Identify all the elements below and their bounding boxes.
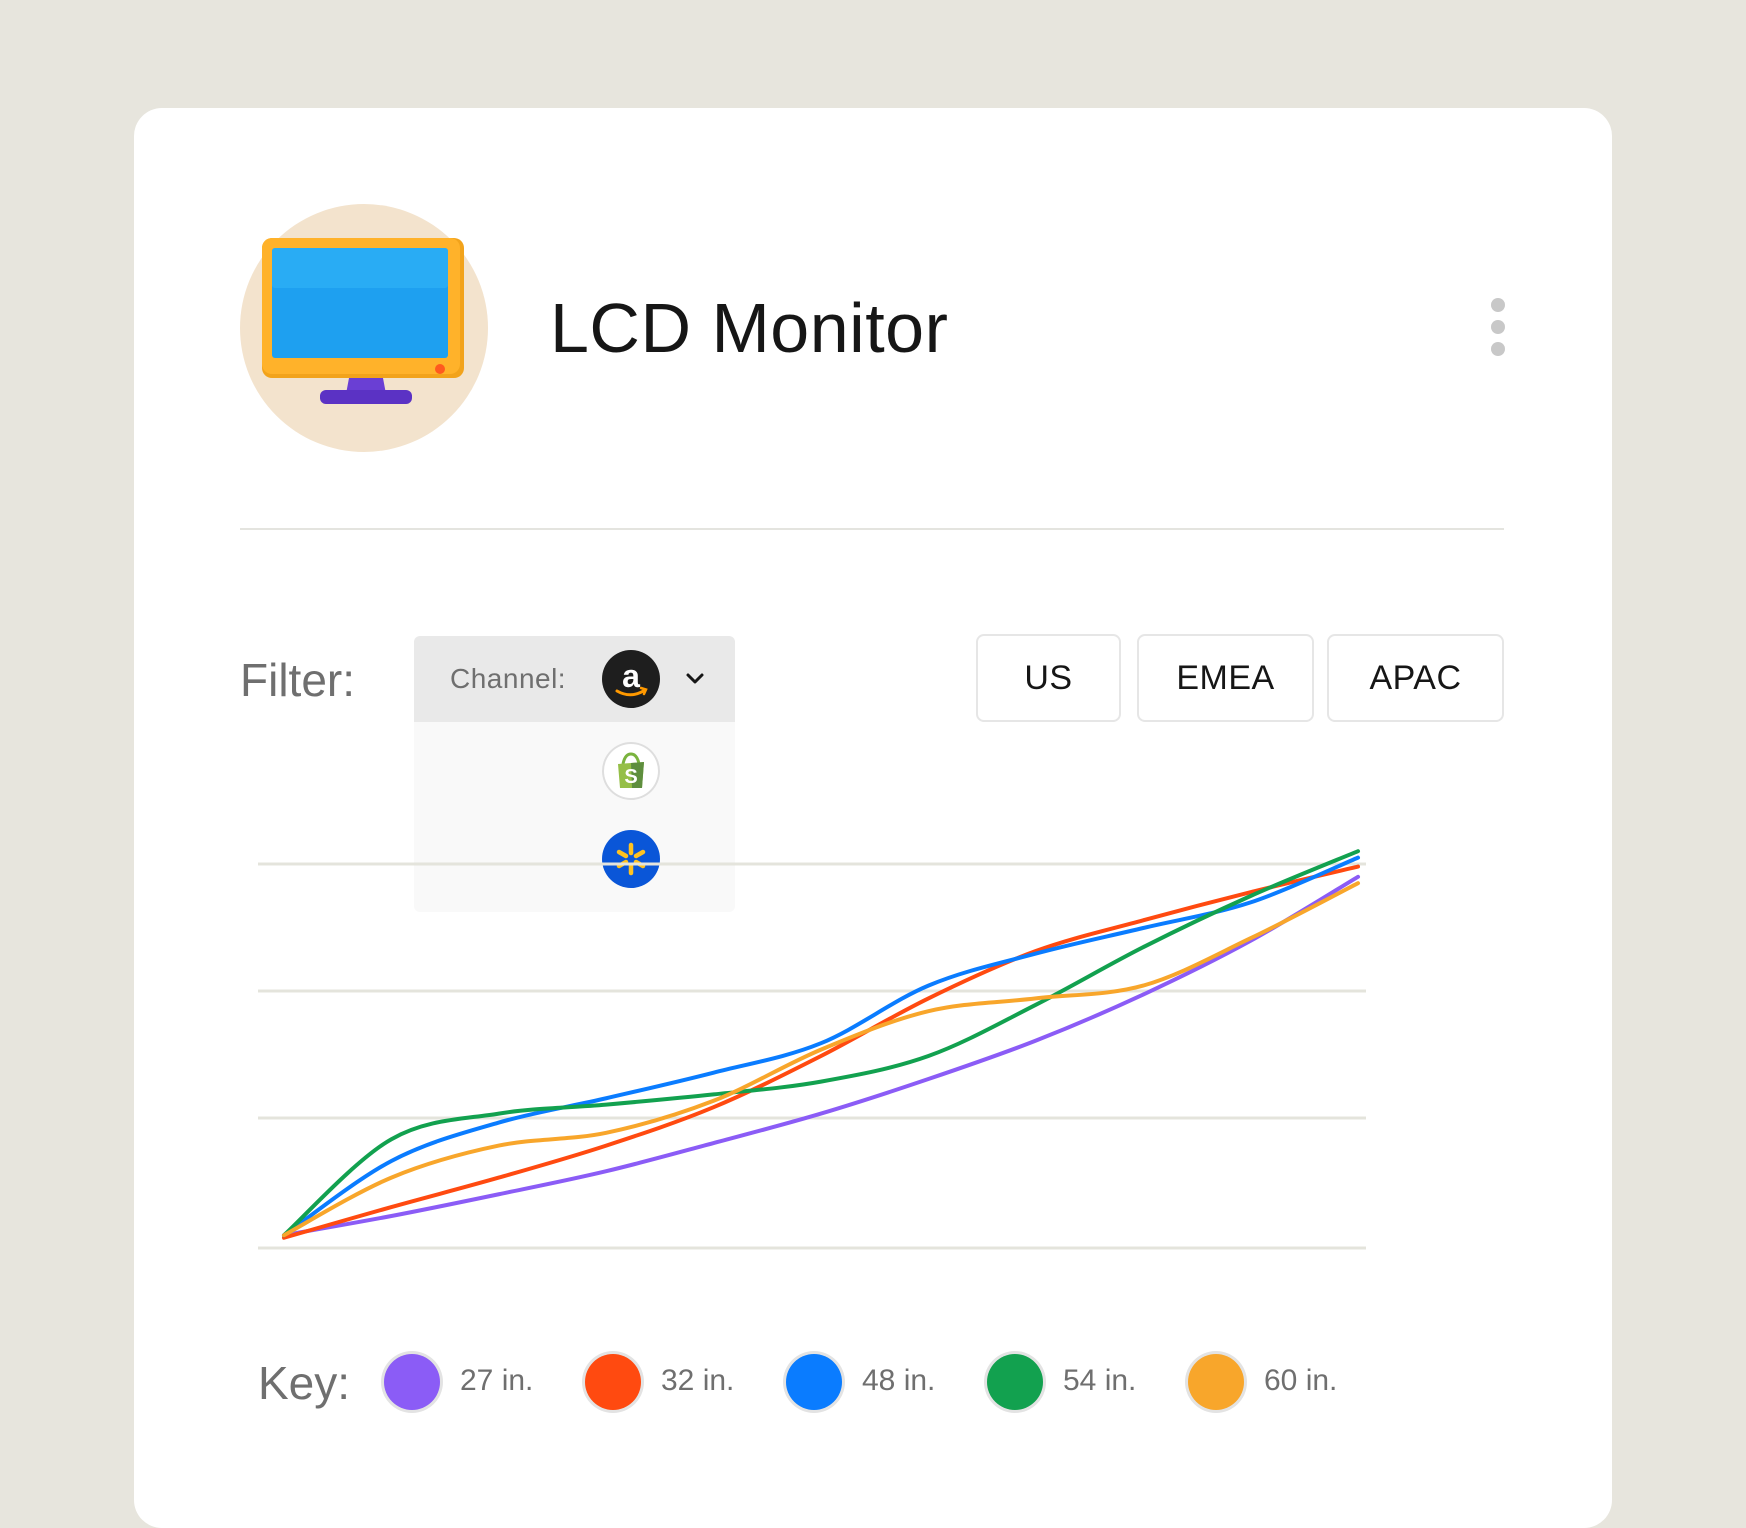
channel-dropdown: Channel: a S xyxy=(414,636,735,912)
monitor-icon xyxy=(262,238,464,404)
shopify-icon[interactable]: S xyxy=(602,742,660,800)
region-emea-button[interactable]: EMEA xyxy=(1137,634,1314,722)
series-line-27in xyxy=(282,874,1360,1238)
sales-line-chart xyxy=(258,849,1366,1250)
chevron-down-icon xyxy=(686,673,704,684)
series-line-60in xyxy=(282,881,1360,1238)
kebab-dot xyxy=(1491,298,1505,312)
svg-text:S: S xyxy=(624,766,637,788)
channel-label: Channel: xyxy=(450,663,567,694)
key-color-dot xyxy=(786,1354,842,1410)
product-card: LCD Monitor Filter: Channel: a xyxy=(134,108,1612,1528)
key-label: Key: xyxy=(258,1357,351,1409)
series-line-54in xyxy=(282,849,1360,1238)
key-item-label: 60 in. xyxy=(1264,1364,1338,1397)
header-divider xyxy=(240,528,1504,530)
series-line-32in xyxy=(282,864,1360,1240)
key-item-label: 27 in. xyxy=(460,1364,534,1397)
key-item-label: 48 in. xyxy=(862,1364,936,1397)
channel-select[interactable]: Channel: a xyxy=(414,636,735,722)
amazon-icon: a xyxy=(602,650,660,708)
product-avatar xyxy=(240,204,488,452)
key-color-dot xyxy=(585,1354,641,1410)
more-options-icon[interactable] xyxy=(1484,298,1512,368)
key-item-label: 54 in. xyxy=(1063,1364,1137,1397)
key-item-label: 32 in. xyxy=(661,1364,735,1397)
filter-label: Filter: xyxy=(240,654,355,706)
region-apac-button[interactable]: APAC xyxy=(1327,634,1504,722)
svg-text:a: a xyxy=(622,658,640,694)
key-color-dot xyxy=(987,1354,1043,1410)
series-line-48in xyxy=(282,855,1360,1238)
region-us-button[interactable]: US xyxy=(976,634,1121,722)
kebab-dot xyxy=(1491,320,1505,334)
product-title: LCD Monitor xyxy=(550,289,949,367)
key-color-dot xyxy=(384,1354,440,1410)
kebab-dot xyxy=(1491,342,1505,356)
key-color-dot xyxy=(1188,1354,1244,1410)
